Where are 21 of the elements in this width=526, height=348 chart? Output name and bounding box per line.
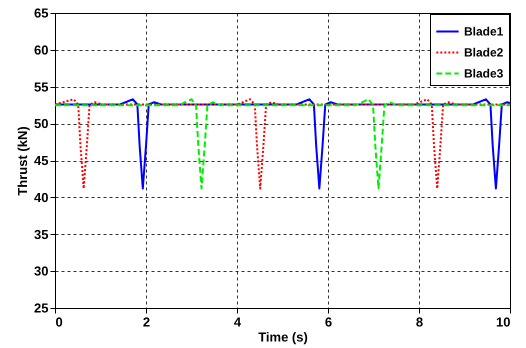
y-axis-title: Thrust (kN) — [15, 126, 30, 196]
x-axis-title: Time (s) — [258, 330, 308, 344]
legend-label: Blade3 — [464, 66, 504, 80]
legend-label: Blade2 — [464, 46, 504, 60]
x-tick-label: 4 — [234, 314, 242, 330]
x-tick-label: 10 — [496, 314, 510, 330]
y-tick-label: 25 — [34, 300, 48, 316]
legend-label: Blade1 — [464, 24, 504, 38]
y-tick-label: 35 — [34, 226, 48, 242]
y-tick-label: 60 — [34, 42, 48, 58]
line-series — [54, 98, 511, 190]
x-tick-label: 2 — [142, 314, 150, 330]
x-tick-label: 0 — [56, 314, 63, 330]
y-tick-label: 45 — [34, 153, 48, 168]
x-tick-label: 8 — [416, 314, 424, 330]
y-tick-label: 50 — [34, 116, 48, 132]
y-tick-label: 55 — [34, 79, 48, 94]
y-tick-label: 30 — [34, 264, 48, 279]
x-tick-label: 6 — [324, 314, 332, 330]
y-tick-label: 65 — [34, 6, 48, 20]
y-tick-label: 40 — [34, 190, 48, 205]
